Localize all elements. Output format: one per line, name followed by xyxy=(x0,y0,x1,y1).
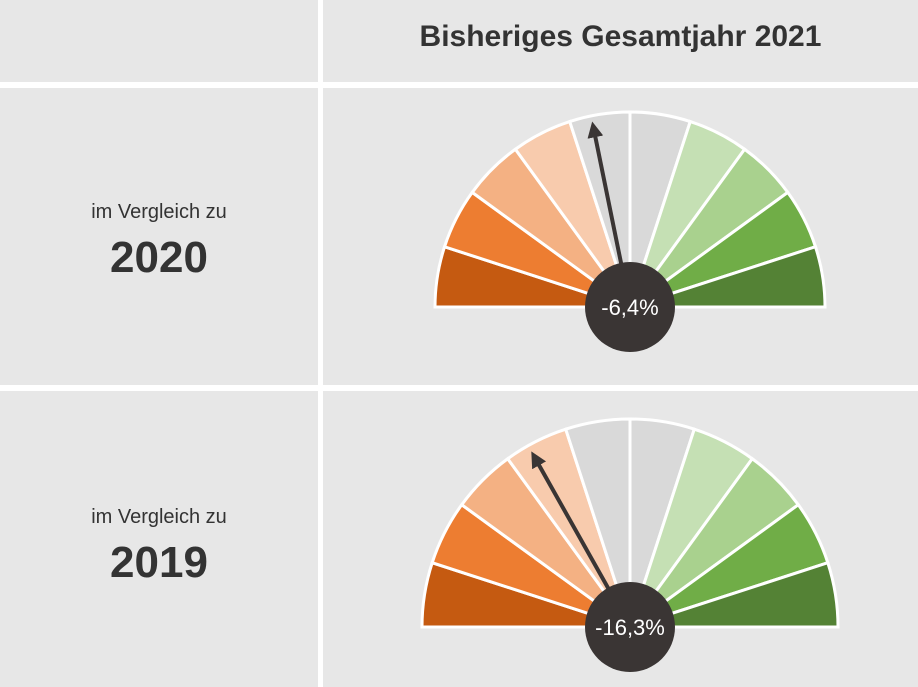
header-cell xyxy=(323,0,918,82)
gauge-hub xyxy=(585,262,675,352)
row-year: 2020 xyxy=(110,233,208,282)
row-label-cell xyxy=(0,391,318,687)
row-label: im Vergleich zu xyxy=(91,201,227,223)
gauge-value-label: -6,4% xyxy=(601,295,658,320)
row-label: im Vergleich zu xyxy=(91,506,227,528)
header-cell xyxy=(0,0,318,82)
gauge-hub xyxy=(585,582,675,672)
title: Bisheriges Gesamtjahr 2021 xyxy=(419,20,822,53)
row-year: 2019 xyxy=(110,538,208,587)
gauge-value-label: -16,3% xyxy=(595,615,665,640)
row-label-cell xyxy=(0,88,318,385)
